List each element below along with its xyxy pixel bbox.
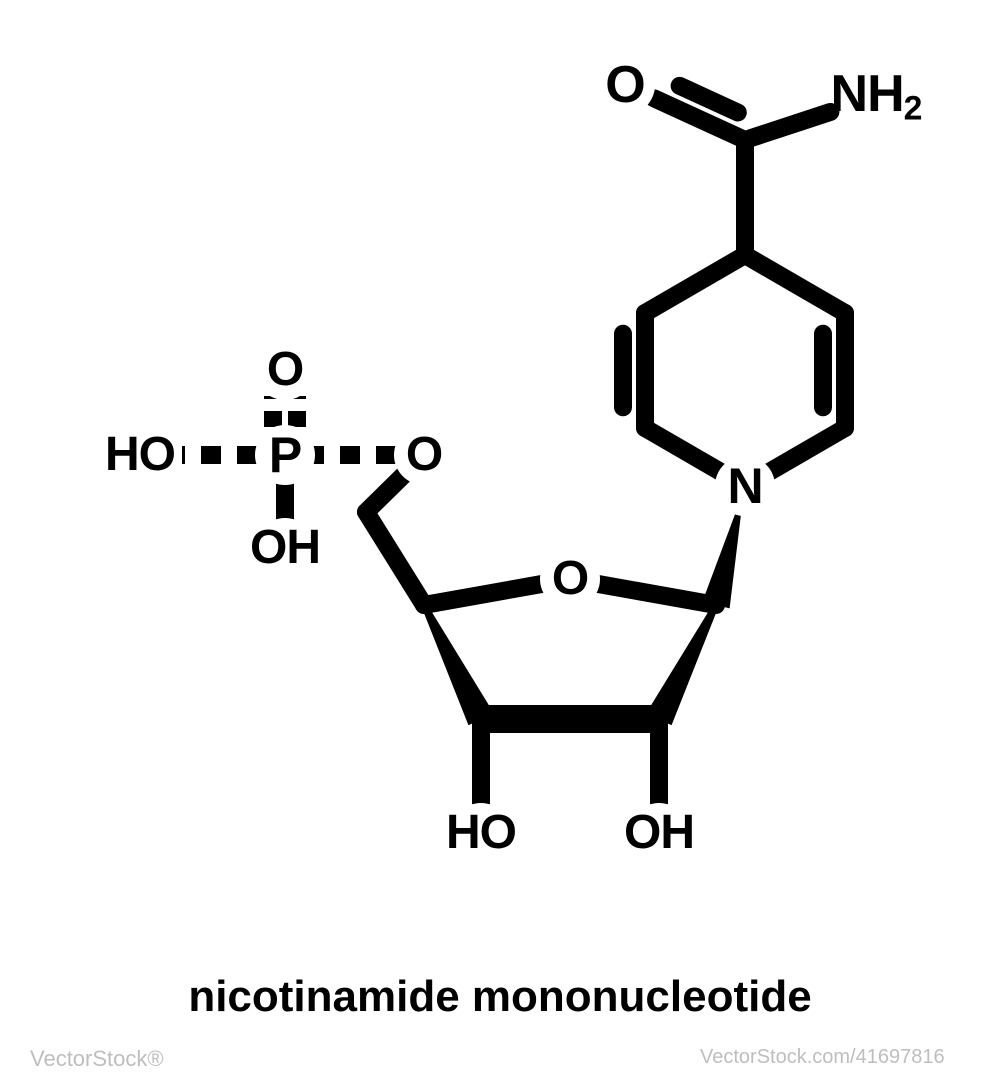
atom-P: P <box>269 430 301 480</box>
atom-P_O_top: O <box>267 346 303 394</box>
atom-P_OH_bot: OH <box>250 524 320 572</box>
molecule-caption: nicotinamide mononucleotide <box>188 972 811 1022</box>
watermark-left: VectorStock® <box>30 1046 164 1072</box>
atom-ribose_OH3: HO <box>446 809 516 857</box>
atom-py_N: N <box>727 461 762 511</box>
charge-py_N: + <box>769 452 784 480</box>
watermark-right: VectorStock.com/41697816 <box>700 1046 945 1069</box>
atom-amide_O: O <box>605 59 644 111</box>
atom-amide_N: NH2 <box>831 68 922 126</box>
molecule-figure: { "figure": { "width": 1000, "height": 1… <box>0 0 1000 1080</box>
atom-ribose_OH2: OH <box>624 809 694 857</box>
atom-P_OH_left: HO <box>105 431 175 479</box>
molecule-svg <box>0 0 1000 1080</box>
atom-ribose_O: O <box>552 555 588 603</box>
atom-O_bridge: O <box>406 431 442 479</box>
